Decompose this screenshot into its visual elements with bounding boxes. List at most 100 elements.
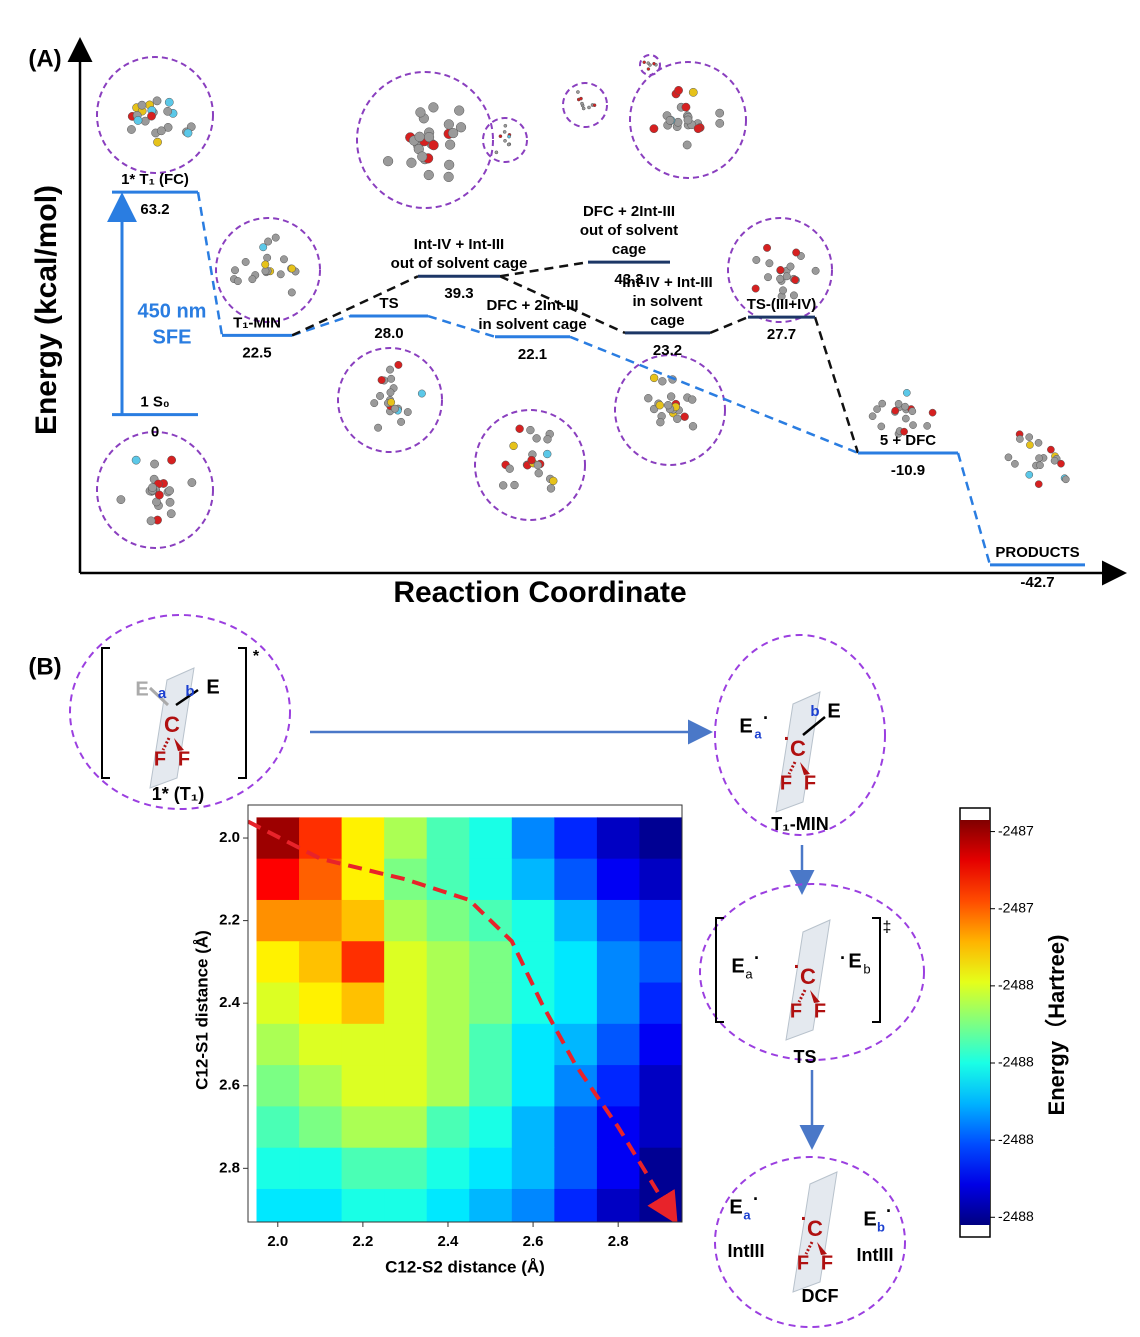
heatmap-cell <box>256 941 300 984</box>
heatmap-cell <box>256 1106 300 1149</box>
heatmap-cell <box>511 858 555 901</box>
heatmap-cell <box>554 1106 598 1149</box>
heatmap-cell <box>511 1147 555 1190</box>
atom <box>116 495 126 505</box>
atom <box>507 134 511 139</box>
atom <box>370 399 379 408</box>
heatmap-cell <box>639 817 682 860</box>
heatmap-cell <box>299 858 343 901</box>
heatmap-cell <box>384 941 428 984</box>
atom <box>148 483 157 492</box>
atom-e: E <box>827 700 840 722</box>
atom-f: F <box>821 1252 833 1274</box>
atom <box>264 237 273 246</box>
atom <box>505 464 514 473</box>
atom <box>1047 445 1055 454</box>
heatmap-cell <box>426 1147 470 1190</box>
atom <box>587 105 591 110</box>
atom <box>187 478 197 487</box>
atom <box>376 391 385 400</box>
heatmap-cell <box>341 1106 385 1149</box>
atom <box>656 418 665 427</box>
atom <box>649 124 659 134</box>
atom <box>137 100 147 110</box>
atom <box>163 106 173 116</box>
atom-c: C <box>807 1216 823 1241</box>
level-name: TS-(III+IV) <box>747 296 817 313</box>
atom-f: F <box>804 772 816 794</box>
heatmap-cell <box>341 941 385 984</box>
heatmap-cell <box>299 1023 343 1066</box>
atom <box>715 118 725 128</box>
heatmap-cell <box>341 1023 385 1066</box>
x-tick-label: 2.4 <box>438 1233 460 1250</box>
atom <box>417 389 426 398</box>
atom <box>1034 439 1043 447</box>
atom <box>680 412 689 421</box>
atom <box>233 277 242 286</box>
atom <box>423 169 434 181</box>
atom <box>909 421 917 429</box>
atom <box>811 266 820 275</box>
molecule-ring <box>474 409 586 521</box>
atom <box>443 171 454 182</box>
heatmap-cell <box>554 817 598 860</box>
heatmap-cell <box>639 858 682 901</box>
heatmap-cell <box>299 982 343 1025</box>
heatmap-cell <box>426 858 470 901</box>
heatmap-cell <box>341 1147 385 1190</box>
heatmap-cell <box>639 1147 682 1190</box>
atom <box>652 61 656 66</box>
atom-c: C <box>164 712 180 737</box>
atom <box>127 125 136 134</box>
state-label: 1* (T₁) <box>152 784 204 804</box>
atom <box>506 142 511 147</box>
level-value: 39.3 <box>444 285 473 302</box>
atom <box>693 124 703 134</box>
atom <box>454 105 465 116</box>
atom <box>397 417 406 426</box>
atom <box>665 115 675 125</box>
radical: · <box>784 728 791 750</box>
level-name: out of solvent cage <box>391 255 528 272</box>
atom <box>688 422 698 431</box>
level-name: in solvent <box>632 293 702 310</box>
heatmap-cell <box>384 899 428 942</box>
heatmap-cell <box>469 1106 513 1149</box>
heatmap-cell <box>596 817 641 860</box>
level-name: 1* T₁ (FC) <box>121 171 189 188</box>
atom <box>276 270 285 279</box>
atom <box>382 156 394 167</box>
heatmap-cell <box>299 817 343 860</box>
atom <box>503 123 508 128</box>
atom <box>894 399 903 408</box>
marker: ‡ <box>883 919 892 936</box>
atom <box>791 275 800 284</box>
bracket <box>715 917 724 1023</box>
atom <box>763 243 772 252</box>
atom <box>576 90 580 94</box>
bond <box>175 688 199 707</box>
heatmap-cell <box>639 899 682 942</box>
colorbar-title: Energy（Hartree) <box>1044 935 1069 1116</box>
heatmap-cell <box>511 941 555 984</box>
atom <box>394 360 403 369</box>
heatmap-cell <box>299 1065 343 1107</box>
atom-f: F <box>780 772 792 794</box>
molecule-ring <box>337 347 443 453</box>
atom <box>546 484 556 493</box>
atom <box>428 140 439 151</box>
sub-b: b <box>863 961 870 976</box>
atom <box>445 139 456 150</box>
atom <box>147 111 156 121</box>
level-value: 27.7 <box>767 326 796 343</box>
atom <box>786 262 795 271</box>
atom-e: E <box>863 1208 876 1230</box>
x-tick-label: 2.8 <box>608 1233 629 1250</box>
heatmap-cell <box>511 899 555 942</box>
x-tick-label: 2.0 <box>267 1233 288 1250</box>
atom <box>581 106 586 111</box>
atom <box>167 455 177 465</box>
heatmap-cell <box>426 817 470 860</box>
